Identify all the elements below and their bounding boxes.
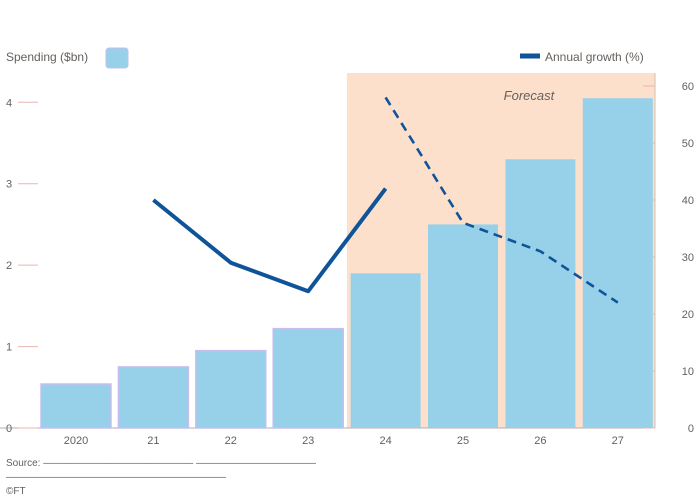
right-tick-label: 30	[682, 252, 694, 264]
x-tick-label: 24	[379, 435, 391, 447]
bar-series	[40, 98, 653, 429]
legend-growth-label: Annual growth (%)	[545, 50, 644, 64]
bar-27	[582, 98, 653, 428]
right-tick-label: 10	[682, 366, 694, 378]
bar-2020	[40, 383, 112, 429]
x-tick-label: 26	[534, 435, 546, 447]
line-series	[152, 96, 619, 304]
left-tick-label: 3	[6, 179, 12, 191]
left-tick-label: 2	[6, 260, 12, 272]
bar-25	[428, 224, 498, 428]
legend-spending-swatch	[105, 47, 129, 69]
legend-spending-label: Spending ($bn)	[6, 50, 88, 64]
credit: ©FT	[6, 486, 26, 497]
left-tick-label: 1	[6, 342, 12, 354]
x-tick-label: 2020	[64, 435, 88, 447]
footnote: ——————————————————————	[6, 472, 226, 483]
growth-line-dashed	[384, 96, 619, 304]
x-tick-label: 27	[612, 435, 624, 447]
bar-21	[117, 366, 190, 429]
right-tick-label: 50	[682, 138, 694, 150]
source-note: Source: ——————————————— ————————————	[6, 458, 317, 469]
bar-24	[350, 273, 421, 428]
legend: Spending ($bn) Annual growth (%)	[6, 47, 644, 69]
forecast-label: Forecast	[504, 88, 556, 103]
x-tick-label: 25	[457, 435, 469, 447]
right-tick-label: 20	[682, 309, 694, 321]
growth-line-solid	[152, 187, 388, 294]
x-tick-label: 21	[147, 435, 159, 447]
right-tick-label: 0	[688, 423, 694, 435]
bar-23	[272, 327, 344, 429]
right-tick-label: 60	[682, 81, 694, 93]
right-tick-label: 40	[682, 195, 694, 207]
x-tick-label: 22	[225, 435, 237, 447]
x-tick-label: 23	[302, 435, 314, 447]
left-tick-label: 4	[6, 97, 12, 109]
bar-26	[505, 159, 576, 429]
bar-22	[195, 349, 267, 429]
left-tick-label: 0	[6, 423, 12, 435]
